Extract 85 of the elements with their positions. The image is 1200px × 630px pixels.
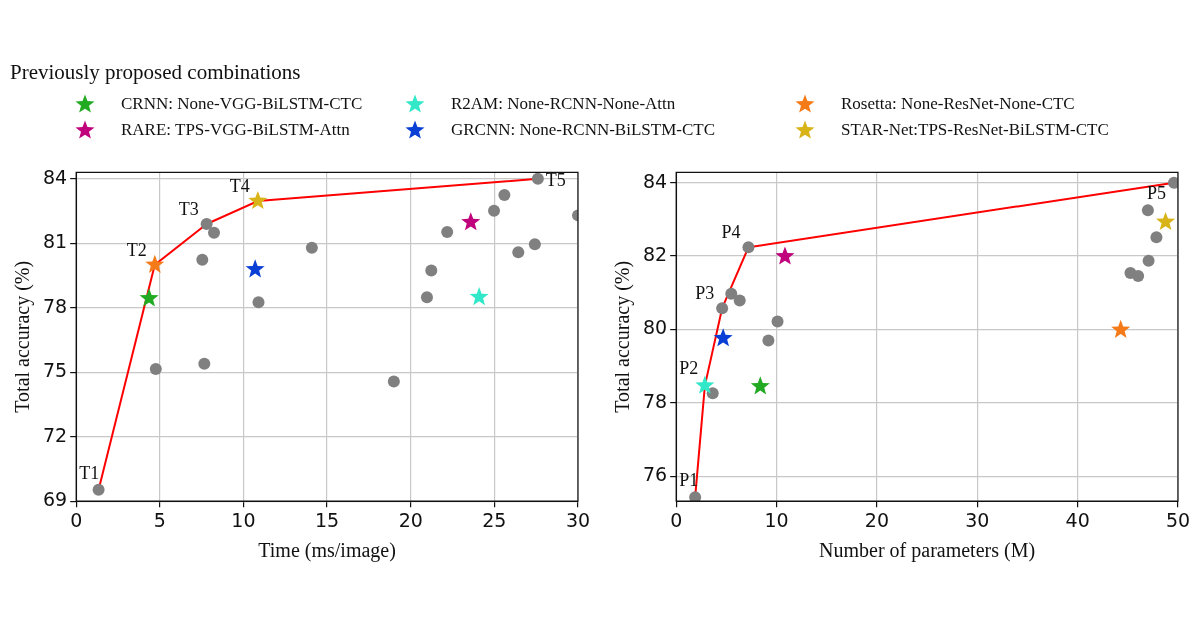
y-tick-label: 78: [642, 389, 668, 412]
point: [750, 376, 770, 395]
annotation: T1: [79, 462, 100, 483]
point: [149, 363, 162, 376]
point: [742, 241, 755, 254]
y-tick-label: 76: [642, 463, 668, 486]
annotation: P2: [679, 358, 699, 379]
y-tick-label: 82: [642, 243, 668, 266]
point: [387, 375, 400, 388]
point: [420, 291, 433, 304]
point: [245, 259, 265, 278]
y-tick-label: 72: [42, 423, 68, 446]
point: [512, 246, 525, 259]
y-tick-label: 84: [42, 165, 68, 188]
point: [1156, 211, 1176, 231]
x-axis-title: Number of parameters (M): [819, 539, 1036, 563]
y-axis-title: Total accuracy (%): [11, 260, 35, 413]
legend-label: Rosetta: None-ResNet-None-CTC: [841, 94, 1075, 114]
point: [198, 357, 211, 370]
annotation: P5: [1146, 183, 1166, 204]
x-tick-label: 50: [1165, 508, 1191, 531]
point: [528, 238, 541, 251]
y-tick-label: 78: [42, 294, 68, 317]
point: [775, 246, 795, 265]
point: [695, 375, 715, 394]
point: [208, 226, 221, 239]
point: [305, 241, 318, 254]
point: [469, 287, 489, 306]
legend-title: Previously proposed combinations: [10, 60, 302, 85]
point: [1132, 269, 1145, 282]
point: [762, 334, 775, 347]
annotation: P3: [695, 282, 715, 303]
x-tick-label: 15: [314, 508, 340, 531]
point: [531, 172, 544, 185]
point: [196, 253, 209, 266]
legend-label: GRCNN: None-RCNN-BiLSTM-CTC: [451, 120, 715, 140]
x-tick-label: 10: [764, 508, 789, 531]
legend-label: CRNN: None-VGG-BiLSTM-CTC: [121, 94, 363, 114]
point: [441, 225, 454, 238]
annotation: T3: [178, 198, 199, 219]
x-tick-label: 0: [70, 508, 83, 531]
annotation: T2: [126, 239, 147, 260]
x-tick-label: 30: [565, 508, 591, 531]
point: [725, 287, 738, 300]
x-tick-label: 0: [670, 508, 683, 531]
point: [139, 288, 159, 307]
point: [689, 491, 702, 502]
point: [252, 296, 265, 309]
point: [425, 264, 438, 277]
x-tick-label: 30: [965, 508, 990, 531]
point: [92, 483, 105, 496]
point: [1111, 319, 1131, 338]
y-tick-label: 84: [642, 169, 668, 192]
x-tick-label: 5: [153, 508, 166, 531]
point: [145, 254, 165, 273]
x-axis-title: Time (ms/image): [258, 539, 396, 563]
x-tick-label: 10: [231, 508, 256, 531]
annotation: P4: [721, 222, 741, 242]
point: [1150, 231, 1163, 244]
point: [713, 328, 733, 347]
point: [1167, 176, 1178, 189]
point: [200, 217, 213, 230]
point: [733, 294, 746, 307]
legend-label: RARE: TPS-VGG-BiLSTM-Attn: [121, 120, 350, 140]
legend-label: R2AM: None-RCNN-None-Attn: [451, 94, 676, 114]
point: [498, 188, 511, 201]
x-tick-label: 25: [482, 508, 507, 531]
y-axis-title: Total accuracy (%): [611, 260, 635, 413]
point: [1142, 254, 1155, 267]
y-tick-label: 81: [42, 230, 68, 253]
point: [461, 212, 481, 231]
y-tick-label: 75: [42, 359, 68, 382]
legend-label: STAR-Net:TPS-ResNet-BiLSTM-CTC: [841, 120, 1109, 140]
point: [488, 204, 501, 217]
annotation: T4: [229, 175, 250, 196]
x-tick-label: 40: [1065, 508, 1090, 531]
annotation: T5: [545, 169, 566, 190]
point: [1141, 204, 1154, 217]
y-tick-label: 69: [42, 488, 68, 511]
x-tick-label: 20: [398, 508, 423, 531]
y-tick-label: 80: [642, 316, 668, 339]
x-tick-label: 20: [864, 508, 889, 531]
point: [716, 302, 729, 315]
point: [771, 315, 784, 328]
point: [248, 190, 268, 210]
